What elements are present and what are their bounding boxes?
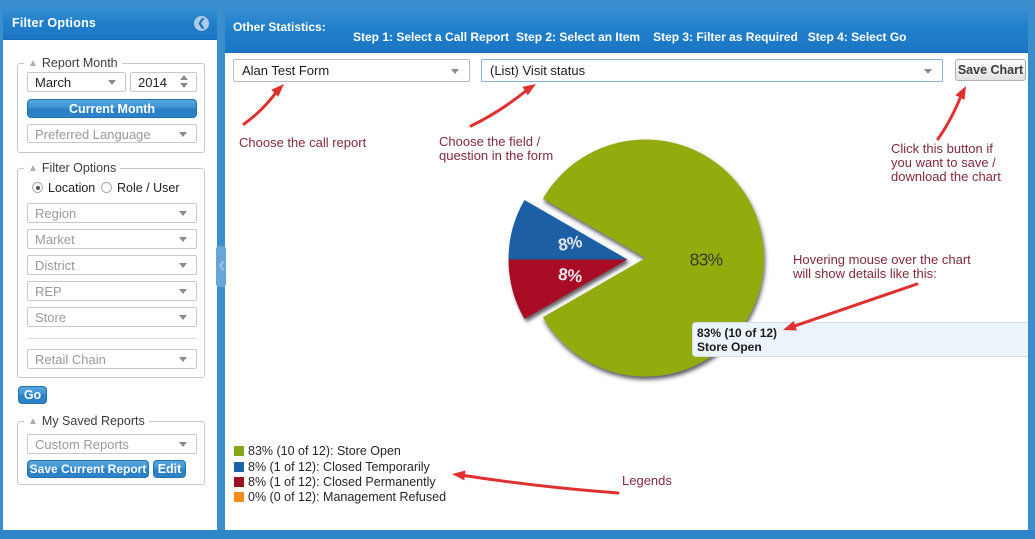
svg-text:8%: 8% (557, 232, 584, 255)
svg-text:83%: 83% (690, 250, 723, 270)
svg-text:8%: 8% (557, 265, 583, 287)
